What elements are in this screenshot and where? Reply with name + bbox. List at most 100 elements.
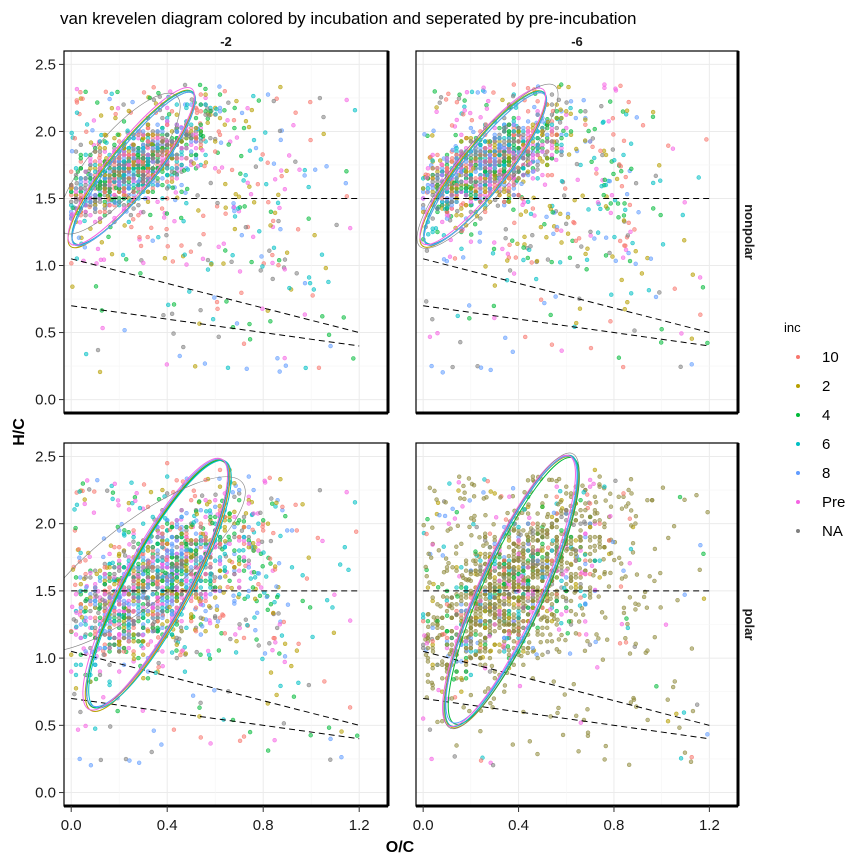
- data-point: [506, 199, 512, 205]
- data-point: [215, 619, 221, 624]
- data-point: [604, 637, 610, 642]
- data-point: [217, 615, 223, 620]
- data-point: [272, 737, 277, 743]
- data-point: [492, 152, 497, 158]
- data-point: [437, 158, 443, 163]
- data-point: [141, 639, 146, 644]
- data-point: [447, 254, 453, 259]
- data-point: [202, 163, 207, 169]
- data-point: [92, 489, 97, 494]
- data-point: [141, 645, 146, 651]
- data-point: [575, 263, 580, 269]
- data-point: [68, 199, 74, 205]
- data-point: [278, 683, 283, 689]
- data-point: [160, 663, 165, 669]
- data-point: [189, 149, 194, 154]
- data-point: [424, 248, 430, 253]
- data-point: [184, 551, 189, 557]
- data-point: [241, 519, 247, 524]
- data-point: [285, 602, 291, 607]
- data-point: [203, 160, 209, 165]
- data-point: [574, 146, 579, 152]
- data-point: [235, 521, 240, 526]
- data-point: [488, 367, 493, 373]
- data-point: [678, 364, 683, 370]
- data-point: [217, 503, 222, 509]
- data-point: [468, 199, 474, 205]
- data-point: [291, 694, 297, 699]
- data-point: [260, 524, 265, 529]
- data-point: [440, 370, 445, 375]
- data-point: [127, 542, 132, 547]
- data-point: [145, 618, 151, 624]
- data-point: [241, 635, 247, 641]
- data-point: [131, 578, 136, 584]
- data-point: [482, 89, 487, 94]
- data-point: [568, 99, 574, 104]
- data-point: [516, 125, 521, 131]
- data-point: [319, 252, 325, 257]
- data-point: [237, 585, 242, 590]
- data-point: [244, 366, 249, 371]
- data-point: [250, 527, 255, 533]
- data-point: [559, 348, 564, 353]
- data-point: [112, 192, 117, 198]
- data-point: [213, 575, 218, 580]
- data-point: [229, 259, 234, 264]
- data-point: [281, 619, 287, 625]
- data-point: [454, 199, 459, 205]
- data-point: [232, 598, 237, 604]
- data-point: [234, 135, 240, 140]
- data-point: [87, 487, 92, 492]
- data-point: [83, 723, 88, 729]
- data-point: [83, 351, 89, 357]
- data-point: [549, 102, 555, 107]
- data-point: [478, 152, 483, 158]
- data-point: [227, 511, 232, 516]
- data-point: [165, 166, 170, 171]
- data-point: [241, 524, 247, 530]
- data-point: [473, 162, 478, 168]
- data-point: [549, 122, 555, 127]
- data-point: [640, 123, 646, 128]
- data-point: [141, 172, 146, 178]
- data-point: [251, 200, 257, 205]
- data-point: [626, 99, 631, 105]
- data-point: [282, 654, 288, 659]
- data-point: [272, 177, 278, 182]
- data-point: [245, 105, 250, 111]
- data-point: [201, 213, 206, 218]
- data-point: [583, 117, 588, 122]
- data-point: [82, 501, 87, 507]
- data-point: [216, 648, 222, 653]
- data-point: [623, 243, 628, 248]
- data-point: [455, 313, 460, 319]
- data-point: [88, 598, 93, 604]
- data-point: [126, 608, 132, 614]
- data-point: [187, 133, 192, 138]
- data-point: [95, 477, 100, 483]
- data-point: [468, 176, 474, 181]
- data-point: [213, 139, 218, 144]
- data-point: [193, 592, 199, 597]
- data-point: [601, 119, 606, 125]
- data-point: [160, 524, 165, 530]
- data-point: [130, 99, 135, 105]
- data-point: [461, 255, 466, 260]
- confidence-ellipse: [423, 92, 547, 246]
- data-point: [521, 132, 526, 137]
- data-point: [280, 504, 285, 510]
- data-point: [503, 335, 508, 341]
- data-point: [135, 572, 141, 578]
- data-point: [115, 708, 120, 714]
- data-point: [221, 241, 226, 246]
- data-point: [187, 547, 193, 552]
- data-point: [174, 544, 180, 550]
- data-point: [102, 645, 108, 651]
- data-point: [121, 645, 127, 651]
- data-point: [169, 578, 175, 584]
- data-point: [262, 480, 268, 485]
- data-point: [253, 545, 258, 550]
- data-point: [266, 199, 271, 205]
- data-point: [672, 286, 677, 291]
